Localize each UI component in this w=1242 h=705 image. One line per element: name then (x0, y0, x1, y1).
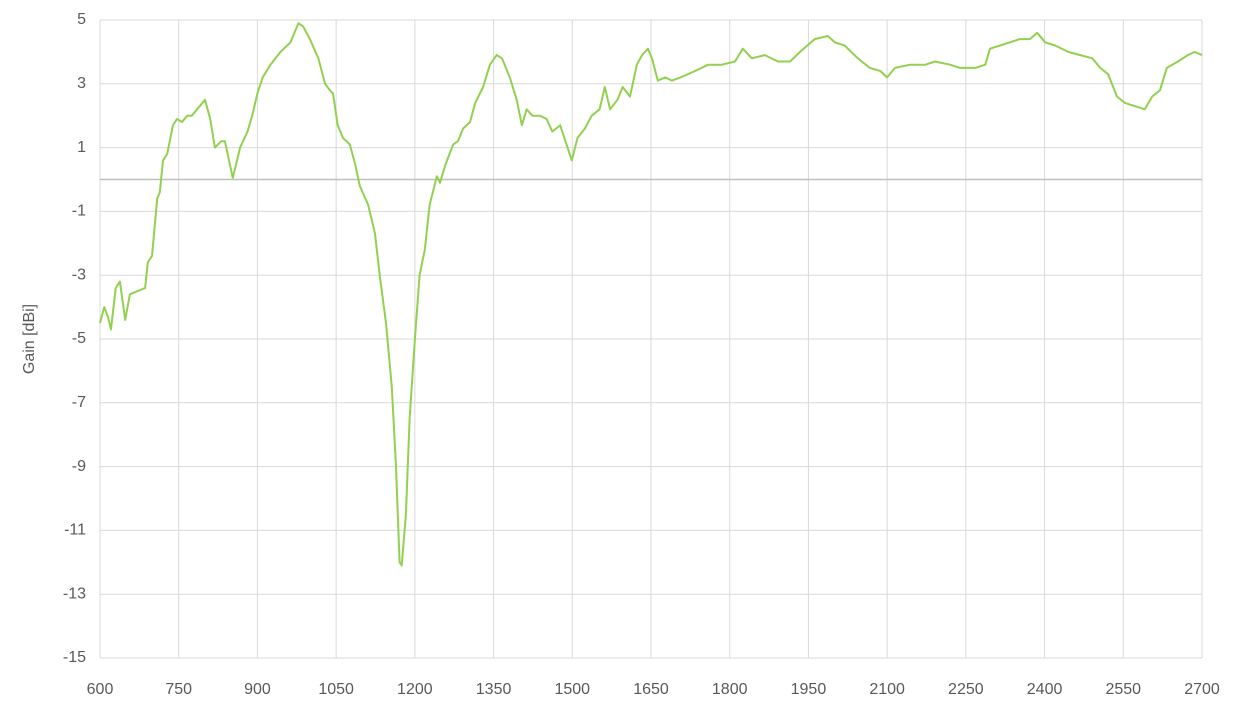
x-tick-label: 1350 (476, 681, 512, 698)
x-tick-label: 2100 (869, 681, 905, 698)
y-tick-label: -3 (72, 266, 86, 283)
x-tick-label: 1650 (633, 681, 669, 698)
y-tick-label: 1 (77, 139, 86, 156)
x-tick-label: 2250 (948, 681, 984, 698)
y-tick-label: -7 (72, 394, 86, 411)
y-tick-label: -11 (64, 522, 86, 539)
x-tick-label: 750 (165, 681, 192, 698)
x-tick-label: 900 (244, 681, 271, 698)
x-tick-label: 2700 (1184, 681, 1220, 698)
x-tick-label: 1200 (397, 681, 433, 698)
x-tick-label: 1050 (318, 681, 354, 698)
x-tick-label: 1500 (554, 681, 590, 698)
x-tick-label: 1800 (712, 681, 748, 698)
y-tick-label: -9 (72, 458, 86, 475)
x-tick-label: 2550 (1105, 681, 1141, 698)
y-axis-label: Gain [dBi] (21, 304, 38, 374)
y-tick-label: 3 (77, 75, 86, 92)
x-tick-label: 2400 (1027, 681, 1063, 698)
x-tick-label: 1950 (791, 681, 827, 698)
y-tick-label: -13 (63, 585, 86, 602)
x-tick-label: 600 (87, 681, 114, 698)
data-line (99, 22, 1203, 567)
y-tick-label: -1 (72, 203, 86, 220)
y-tick-label: -15 (63, 649, 86, 666)
y-tick-label: -5 (72, 330, 86, 347)
y-tick-label: 5 (77, 11, 86, 28)
